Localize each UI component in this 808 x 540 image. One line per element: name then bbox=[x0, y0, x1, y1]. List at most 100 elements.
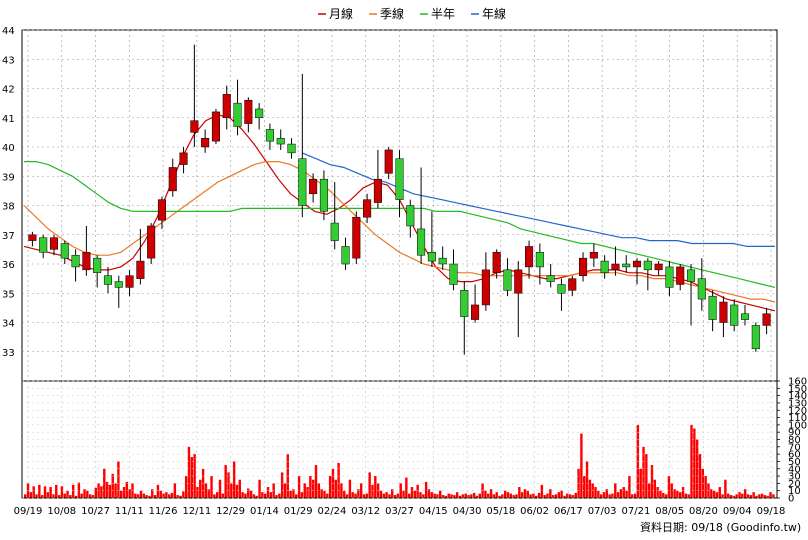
candle-body bbox=[201, 137, 210, 148]
volume-bar bbox=[608, 494, 611, 498]
volume-bar bbox=[580, 433, 583, 498]
candle-body bbox=[417, 228, 426, 256]
volume-bar bbox=[664, 494, 668, 498]
x-tick-label: 05/18 bbox=[486, 506, 515, 517]
volume-bar bbox=[60, 486, 64, 498]
candlesticks bbox=[28, 44, 771, 355]
volume-bar bbox=[179, 495, 182, 498]
volume-bar bbox=[295, 494, 298, 498]
volume-bar bbox=[436, 494, 439, 498]
volume-bar bbox=[280, 472, 284, 498]
volume-bar bbox=[38, 484, 41, 498]
volume-bar bbox=[391, 489, 394, 498]
volume-bar bbox=[311, 479, 315, 498]
volume-bar bbox=[125, 481, 129, 498]
volume-tick-label: 140 bbox=[788, 391, 807, 402]
volume-bar bbox=[520, 492, 524, 498]
volume-bar bbox=[698, 454, 702, 498]
volume-bar bbox=[213, 494, 216, 498]
volume-bar bbox=[667, 476, 671, 498]
volume-bar bbox=[433, 493, 436, 498]
volume-bar bbox=[563, 495, 566, 498]
volume-bar bbox=[755, 495, 758, 498]
volume-bar bbox=[715, 492, 719, 498]
volume-bar bbox=[244, 493, 247, 498]
price-tick-label: 40 bbox=[2, 143, 15, 154]
volume-bar bbox=[119, 490, 123, 498]
candle-body bbox=[460, 290, 469, 317]
volume-bar bbox=[204, 483, 208, 498]
candle-body bbox=[654, 263, 663, 271]
volume-bar bbox=[501, 494, 504, 498]
candle-body bbox=[503, 269, 512, 291]
volume-bar bbox=[710, 489, 713, 498]
volume-bar bbox=[628, 476, 631, 498]
candle-body bbox=[179, 152, 188, 165]
volume-bar bbox=[625, 490, 628, 498]
volume-bar bbox=[371, 484, 374, 498]
volume-bar bbox=[769, 492, 772, 498]
volume-bar bbox=[207, 489, 210, 498]
volume-bar bbox=[687, 494, 690, 498]
volume-bar bbox=[605, 489, 609, 498]
volume-bar bbox=[88, 494, 92, 498]
candle-body bbox=[568, 278, 577, 291]
volume-bar bbox=[724, 479, 727, 498]
x-tick-label: 11/26 bbox=[149, 506, 178, 517]
volume-bar bbox=[145, 495, 148, 498]
volume-bar bbox=[117, 461, 120, 498]
volume-bar bbox=[314, 465, 318, 498]
volume-bar bbox=[162, 493, 165, 498]
volume-bar bbox=[752, 492, 755, 498]
volume-bar bbox=[199, 479, 202, 498]
x-tick-label: 06/02 bbox=[520, 506, 549, 517]
price-tick-label: 38 bbox=[2, 202, 15, 213]
volume-bar bbox=[439, 490, 442, 498]
candle-body bbox=[719, 301, 728, 323]
x-tick-label: 09/19 bbox=[14, 506, 43, 517]
price-tick-label: 42 bbox=[2, 85, 15, 96]
volume-bar bbox=[227, 472, 230, 498]
volume-bar bbox=[568, 494, 572, 498]
volume-bar bbox=[444, 495, 448, 498]
volume-bar bbox=[156, 484, 160, 498]
candle-body bbox=[686, 269, 696, 282]
candle-body bbox=[190, 120, 199, 133]
volume-bar bbox=[86, 490, 89, 498]
x-tick-label: 06/17 bbox=[554, 506, 583, 517]
x-tick-label: 08/20 bbox=[689, 506, 718, 517]
volume-bar bbox=[139, 490, 143, 498]
volume-bar bbox=[503, 490, 507, 498]
volume-bar bbox=[410, 487, 414, 498]
volume-bar bbox=[46, 492, 50, 498]
volume-bar bbox=[134, 493, 137, 498]
volume-bar bbox=[597, 490, 600, 498]
price-tick-label: 36 bbox=[2, 260, 15, 271]
volume-bar bbox=[184, 476, 188, 498]
volume-bar bbox=[529, 494, 532, 498]
volume-bar bbox=[396, 493, 400, 498]
candle-body bbox=[309, 178, 318, 195]
volume-bar bbox=[427, 489, 431, 498]
candle-body bbox=[255, 108, 264, 118]
volume-bar bbox=[258, 479, 261, 498]
volume-bar bbox=[583, 476, 586, 498]
candle-body bbox=[481, 269, 490, 306]
x-tick-label: 07/21 bbox=[621, 506, 650, 517]
candle-body bbox=[471, 304, 480, 320]
candle-body bbox=[60, 243, 69, 259]
volume-bar bbox=[478, 493, 481, 498]
volume-bar bbox=[498, 495, 501, 498]
volume-bar bbox=[492, 494, 496, 498]
legend-label-0: 月線 bbox=[329, 6, 353, 21]
volume-bar bbox=[263, 493, 267, 498]
volume-bar bbox=[176, 495, 179, 498]
volume-bar bbox=[136, 494, 140, 498]
candle-body bbox=[211, 111, 220, 142]
candle-body bbox=[514, 269, 523, 294]
candle-body bbox=[330, 222, 339, 241]
volume-bar bbox=[196, 487, 199, 498]
volume-bar bbox=[458, 495, 462, 498]
candle-body bbox=[633, 260, 642, 268]
volume-bar bbox=[746, 494, 750, 498]
